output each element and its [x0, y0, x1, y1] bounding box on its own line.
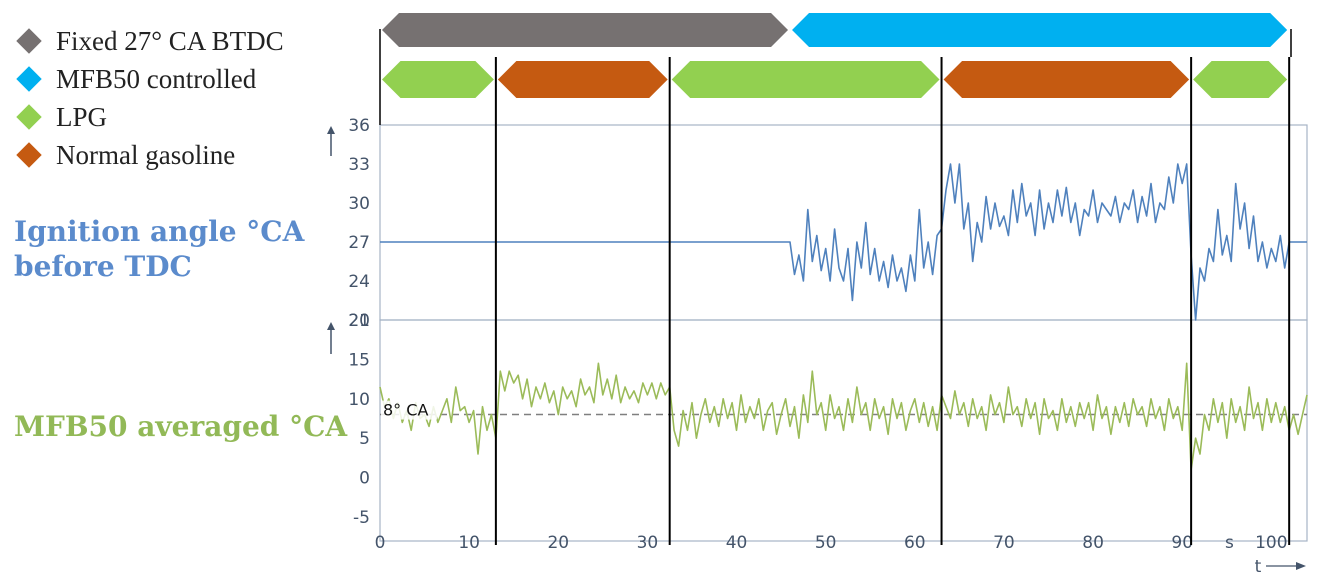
fuel-bar-1 — [497, 61, 668, 98]
ignition-y-tick-label: 27 — [348, 233, 370, 253]
x-tick-label: 40 — [726, 533, 748, 553]
x-tick-label: 30 — [637, 533, 659, 553]
reference-label: 8° CA — [383, 401, 428, 420]
legend: Fixed 27° CA BTDC MFB50 controlled LPG N… — [14, 22, 284, 174]
mfb50-y-tick-label: 10 — [348, 390, 370, 410]
fuel-bar-0 — [382, 61, 494, 98]
ignition-y-tick-label: 21 — [348, 311, 370, 331]
x-tick-label: 10 — [458, 533, 480, 553]
ignition-y-tick-label: 30 — [348, 194, 370, 214]
ignition-y-tick-label: 24 — [348, 272, 370, 292]
x-axis-label: t — [1255, 557, 1262, 577]
fuel-bar-4 — [1193, 61, 1288, 98]
x-tick-label: 80 — [1082, 533, 1104, 553]
mfb50-title: MFB50 averaged °CA — [14, 410, 348, 443]
ignition-y-tick-label: 36 — [348, 116, 370, 136]
mfb50-y-tick-label: 5 — [359, 429, 370, 449]
fuel-bar-2 — [671, 61, 940, 98]
y-axis-arrow-head-0 — [327, 126, 335, 134]
x-tick-label: 0 — [375, 533, 386, 553]
mfb50-plot-frame — [379, 319, 1308, 542]
legend-label: MFB50 controlled — [56, 63, 257, 94]
x-tick-label: 50 — [815, 533, 837, 553]
legend-label: Fixed 27° CA BTDC — [56, 25, 284, 56]
ignition-angle-title: Ignition angle °CA before TDC — [14, 215, 305, 283]
x-axis-arrow-head — [1296, 562, 1306, 570]
legend-item-mfb50-controlled: MFB50 controlled — [14, 60, 284, 98]
x-tick-label: 100 — [1255, 533, 1287, 553]
mode-bar-1 — [792, 13, 1288, 47]
mfb50-y-tick-label: 0 — [359, 469, 370, 489]
x-unit-label: s — [1225, 533, 1234, 553]
legend-item-lpg: LPG — [14, 98, 284, 136]
ignition-angle-series — [380, 163, 1307, 321]
x-tick-label: 60 — [904, 533, 926, 553]
ignition-y-tick-label: 33 — [348, 155, 370, 175]
mfb50-y-tick-label: 20 — [348, 311, 370, 331]
y-axis-arrow-head-1 — [327, 322, 335, 330]
x-tick-label: 20 — [547, 533, 569, 553]
fuel-bar-3 — [943, 61, 1190, 98]
mfb50-y-tick-label: -5 — [353, 508, 370, 528]
legend-label: LPG — [56, 101, 108, 132]
x-tick-label: 90 — [1171, 533, 1193, 553]
reference-label-bg — [381, 400, 437, 420]
legend-item-normal-gasoline: Normal gasoline — [14, 136, 284, 174]
mode-bar-0 — [382, 13, 789, 47]
ignition-plot-frame — [379, 124, 1308, 321]
legend-label: Normal gasoline — [56, 139, 236, 170]
mfb50-y-tick-label: 15 — [348, 350, 370, 370]
x-tick-label: 70 — [993, 533, 1015, 553]
mfb50-series — [379, 362, 1308, 471]
legend-item-fixed: Fixed 27° CA BTDC — [14, 22, 284, 60]
